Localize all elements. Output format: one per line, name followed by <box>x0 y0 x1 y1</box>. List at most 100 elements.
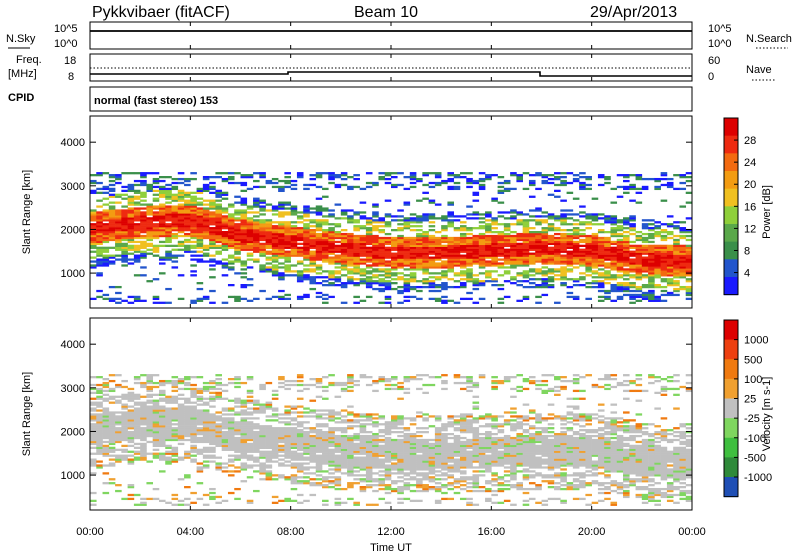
heat-cell <box>108 193 116 196</box>
heat-cell <box>234 272 241 275</box>
heat-cell <box>240 248 248 251</box>
heat-cell <box>259 438 266 442</box>
heat-cell <box>459 232 467 236</box>
heat-cell <box>90 234 97 238</box>
heat-cell <box>190 460 197 463</box>
heat-cell <box>447 256 455 259</box>
heat-cell <box>447 266 455 269</box>
heat-cell <box>165 183 172 187</box>
heat-cell <box>572 278 580 281</box>
heat-cell <box>303 407 310 410</box>
heat-cell <box>227 427 235 430</box>
heat-cell <box>322 234 329 238</box>
heat-cell <box>466 252 473 255</box>
heat-cell <box>215 393 222 396</box>
heat-cell <box>133 191 141 194</box>
heat-cell <box>133 250 141 253</box>
heat-cell <box>171 458 179 461</box>
heat-cell <box>271 227 279 230</box>
heat-cell <box>259 411 266 414</box>
heat-cell <box>516 274 523 277</box>
heat-cell <box>422 268 429 271</box>
heat-cell <box>296 431 304 434</box>
heat-cell <box>372 460 379 463</box>
heat-cell <box>309 456 317 459</box>
heat-cell <box>102 411 110 414</box>
heat-cell <box>221 389 229 393</box>
heat-cell <box>290 431 298 434</box>
heat-cell <box>96 264 103 267</box>
heat-cell <box>616 256 624 259</box>
heat-cell <box>434 266 442 269</box>
heat-cell <box>290 476 298 479</box>
heat-cell <box>391 278 398 281</box>
heat-cell <box>403 472 411 475</box>
heat-cell <box>322 240 329 244</box>
heat-cell <box>441 236 448 240</box>
heat-cell <box>246 466 254 469</box>
heat-cell <box>604 289 611 293</box>
heat-cell <box>654 185 661 189</box>
heat-cell <box>90 413 97 416</box>
heat-cell <box>422 232 429 236</box>
heat-cell <box>96 250 103 253</box>
heat-cell <box>96 409 103 412</box>
heat-cell <box>334 454 342 457</box>
heat-cell <box>340 238 348 242</box>
heat-cell <box>347 379 354 383</box>
heat-cell <box>102 215 110 218</box>
heat-cell <box>202 415 210 418</box>
heat-cell <box>196 413 204 416</box>
heat-cell <box>472 181 480 185</box>
heat-cell <box>403 468 411 471</box>
heat-cell <box>190 274 197 277</box>
heat-cell <box>334 464 342 467</box>
heat-cell <box>604 177 611 181</box>
heat-cell <box>303 223 310 226</box>
heat-cell <box>422 258 429 261</box>
heat-cell <box>184 415 191 418</box>
heat-cell <box>491 264 498 267</box>
heat-cell <box>478 240 486 244</box>
heat-cell <box>535 209 542 212</box>
heat-cell <box>554 240 561 244</box>
heat-cell <box>315 221 323 224</box>
heat-cell <box>296 493 304 497</box>
heat-cell <box>491 223 498 226</box>
heat-cell <box>165 215 172 218</box>
heat-cell <box>90 250 97 253</box>
heat-cell <box>315 429 323 432</box>
heat-cell <box>491 260 498 263</box>
heat-cell <box>146 378 154 381</box>
heat-cell <box>340 466 348 469</box>
heat-cell <box>259 238 266 242</box>
heat-cell <box>428 276 436 279</box>
heat-cell <box>359 458 367 461</box>
heat-cell <box>234 295 241 299</box>
heat-cell <box>315 266 323 269</box>
heat-cell <box>152 442 160 446</box>
heat-cell <box>384 177 392 181</box>
heat-cell <box>108 454 116 457</box>
heat-cell <box>165 209 172 212</box>
heat-cell <box>202 423 210 426</box>
heat-cell <box>303 252 310 255</box>
heat-cell <box>246 227 254 230</box>
heat-cell <box>372 442 379 446</box>
heat-cell <box>146 252 154 255</box>
heat-cell <box>290 232 298 236</box>
heat-cell <box>391 487 398 491</box>
heat-cell <box>560 250 567 253</box>
heat-cell <box>428 262 436 265</box>
heat-cell <box>491 254 498 257</box>
heat-cell <box>108 187 116 191</box>
heat-cell <box>121 264 128 267</box>
heat-cell <box>171 185 179 189</box>
heat-cell <box>221 421 229 424</box>
heat-cell <box>378 274 386 277</box>
heat-cell <box>140 452 147 455</box>
heat-cell <box>209 448 216 451</box>
heat-cell <box>372 225 379 228</box>
heat-cell <box>666 291 674 295</box>
heat-cell <box>303 209 310 212</box>
